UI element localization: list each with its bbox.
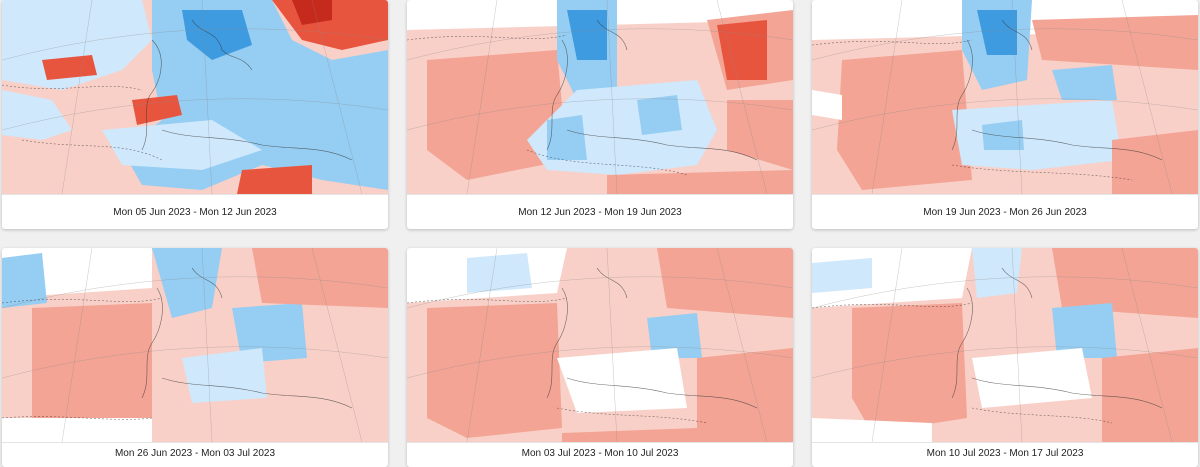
forecast-card[interactable]: Mon 10 Jul 2023 - Mon 17 Jul 2023 <box>812 248 1198 467</box>
date-range-label: Mon 12 Jun 2023 - Mon 19 Jun 2023 <box>407 194 793 229</box>
anomaly-map <box>812 248 1198 442</box>
date-range-label: Mon 19 Jun 2023 - Mon 26 Jun 2023 <box>812 194 1198 229</box>
forecast-card[interactable]: Mon 05 Jun 2023 - Mon 12 Jun 2023 <box>2 0 388 229</box>
date-range-label: Mon 10 Jul 2023 - Mon 17 Jul 2023 <box>812 442 1198 467</box>
anomaly-map <box>812 0 1198 194</box>
anomaly-map <box>407 248 793 442</box>
anomaly-map <box>2 248 388 442</box>
forecast-card[interactable]: Mon 03 Jul 2023 - Mon 10 Jul 2023 <box>407 248 793 467</box>
forecast-card[interactable]: Mon 26 Jun 2023 - Mon 03 Jul 2023 <box>2 248 388 467</box>
forecast-card[interactable]: Mon 19 Jun 2023 - Mon 26 Jun 2023 <box>812 0 1198 229</box>
date-range-label: Mon 05 Jun 2023 - Mon 12 Jun 2023 <box>2 194 388 229</box>
forecast-card[interactable]: Mon 12 Jun 2023 - Mon 19 Jun 2023 <box>407 0 793 229</box>
date-range-label: Mon 26 Jun 2023 - Mon 03 Jul 2023 <box>2 442 388 467</box>
date-range-label: Mon 03 Jul 2023 - Mon 10 Jul 2023 <box>407 442 793 467</box>
anomaly-map <box>407 0 793 194</box>
anomaly-map <box>2 0 388 194</box>
